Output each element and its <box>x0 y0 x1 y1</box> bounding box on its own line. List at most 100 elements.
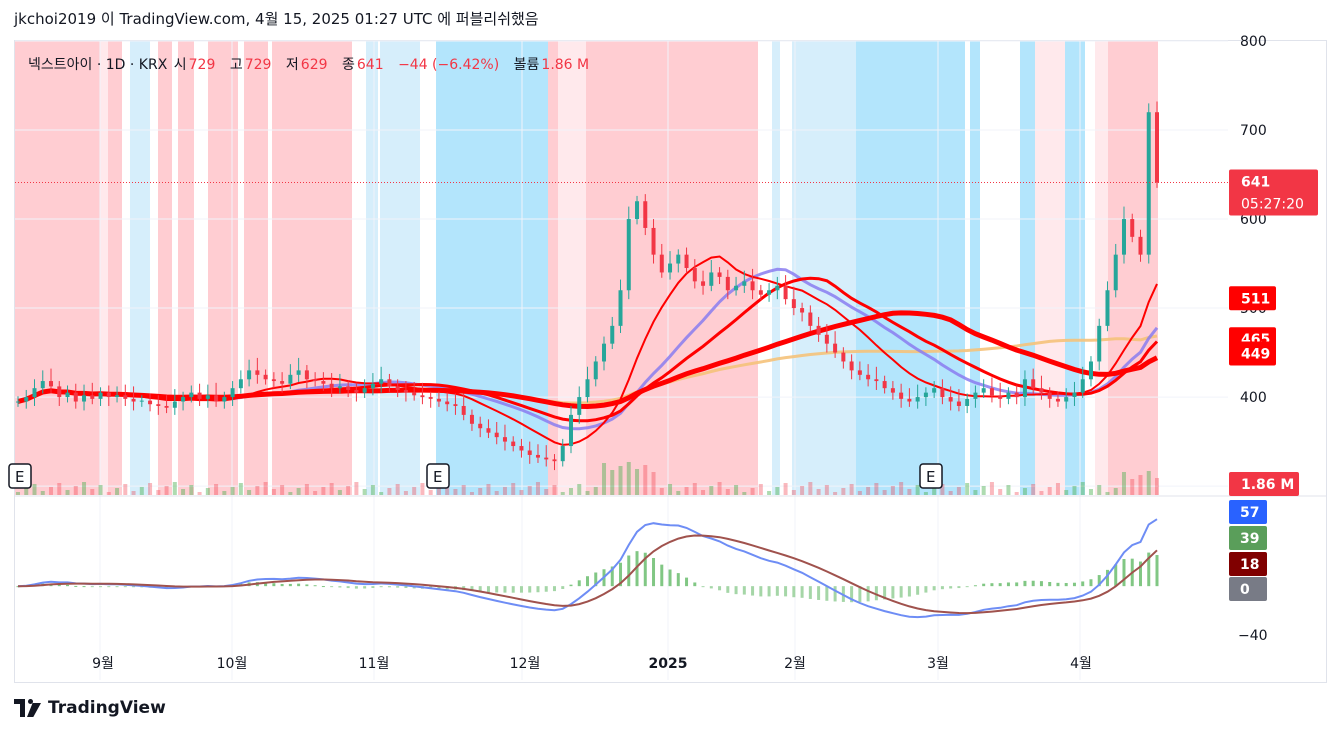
volume-bar <box>577 484 582 495</box>
macd-histogram-bar <box>16 586 20 588</box>
volume-bar <box>1146 471 1151 495</box>
volume-bar <box>148 483 153 495</box>
volume-bar <box>626 462 631 495</box>
candle-body <box>742 281 747 286</box>
volume-bar <box>940 484 945 495</box>
price-badge-value: 641 <box>1241 175 1270 191</box>
candle-body <box>222 397 227 402</box>
candle-body <box>247 370 252 380</box>
macd-histogram-bar <box>379 586 383 588</box>
candle-body <box>552 459 557 462</box>
legend-low-label: 저 <box>285 57 299 73</box>
volume-bar <box>1155 478 1159 495</box>
macd-histogram-bar <box>635 551 639 587</box>
tradingview-logo[interactable]: TradingView <box>14 698 166 718</box>
macd-histogram-bar <box>437 586 441 590</box>
candle-body <box>1080 379 1085 393</box>
candle-body <box>478 423 483 429</box>
volume-bar <box>32 484 37 495</box>
candle-body <box>816 325 821 335</box>
candle-body <box>758 290 763 295</box>
volume-bar <box>82 482 87 495</box>
macd-histogram-bar <box>1056 582 1060 587</box>
macd-histogram-bar <box>1089 579 1093 587</box>
candle-body <box>1039 388 1044 393</box>
candle-body <box>40 381 45 389</box>
price-badge <box>1229 286 1276 311</box>
volume-bar <box>1088 489 1093 495</box>
candle-body <box>181 397 186 402</box>
candle-body <box>337 386 342 389</box>
candle-body <box>676 254 681 264</box>
macd-histogram-bar <box>363 586 367 589</box>
volume-bar <box>783 483 788 495</box>
candle-body <box>602 343 607 362</box>
candle-body <box>932 388 937 393</box>
candle-body <box>692 268 697 282</box>
ohlc-legend: 넥스트아이 · 1D · KRX 시 729 고 729 저 629 종 641 −44… <box>28 54 599 74</box>
macd-histogram-bar <box>272 583 276 587</box>
candle-body <box>709 272 714 286</box>
volume-bar <box>552 485 557 495</box>
macd-histogram-bar <box>1023 580 1027 587</box>
legend-volume-value: 1.86 M <box>541 57 590 73</box>
volume-bar <box>965 483 970 495</box>
candle-body <box>899 392 904 399</box>
price-badge-value: 449 <box>1241 346 1270 362</box>
candle-body <box>230 388 235 398</box>
candle-body <box>263 374 268 380</box>
volume-bar <box>1130 479 1135 495</box>
volume-bar <box>296 488 301 495</box>
volume-bar <box>387 488 392 495</box>
candle-body <box>313 379 318 382</box>
volume-bar <box>676 491 681 495</box>
volume-bar <box>791 490 796 495</box>
candle-body <box>1064 397 1069 402</box>
volume-bar <box>610 470 615 495</box>
price-badge-value: 511 <box>1241 291 1270 307</box>
candle-body <box>412 392 417 396</box>
regime-zone <box>158 41 172 495</box>
candle-body <box>882 381 887 389</box>
candle-body <box>849 361 854 371</box>
volume-bar <box>857 491 862 495</box>
volume-bar <box>214 484 219 495</box>
macd-histogram-bar <box>676 573 680 587</box>
candle-body <box>1031 379 1036 389</box>
macd-histogram-bar <box>503 586 507 593</box>
earnings-marker <box>919 463 943 489</box>
volume-bar <box>874 483 879 495</box>
macd-histogram-bar <box>825 586 829 601</box>
macd-histogram-bar <box>305 584 309 587</box>
legend-open-label: 시 <box>173 57 187 73</box>
candle-body <box>527 450 532 455</box>
macd-histogram-bar <box>1114 564 1118 587</box>
volume-bar <box>478 488 483 495</box>
candle-body <box>874 379 879 382</box>
volume-bar <box>197 492 202 495</box>
volume-bar <box>90 489 95 495</box>
candle-body <box>197 392 202 399</box>
price-tick-label: 700 <box>1240 123 1267 139</box>
volume-bar <box>1121 472 1126 495</box>
volume-bar <box>164 486 169 495</box>
macd-histogram-bar <box>470 586 474 592</box>
volume-bar <box>346 486 351 495</box>
legend-symbol[interactable]: 넥스트아이 · 1D · KRX <box>28 57 168 73</box>
volume-bar <box>841 488 846 495</box>
candle-body <box>940 388 945 398</box>
candle-body <box>379 379 384 384</box>
volume-bar <box>816 489 821 495</box>
macd-histogram-bar <box>833 586 837 602</box>
volume-bar <box>189 485 194 495</box>
regime-zone <box>792 41 856 495</box>
candle-body <box>131 398 136 402</box>
regime-zone <box>380 41 420 495</box>
volume-bar <box>420 483 425 495</box>
candle-body <box>428 397 433 399</box>
macd-histogram-bar <box>726 586 730 593</box>
macd-histogram-bar <box>404 586 408 589</box>
volume-bar <box>181 489 186 495</box>
volume-bar <box>313 491 318 495</box>
